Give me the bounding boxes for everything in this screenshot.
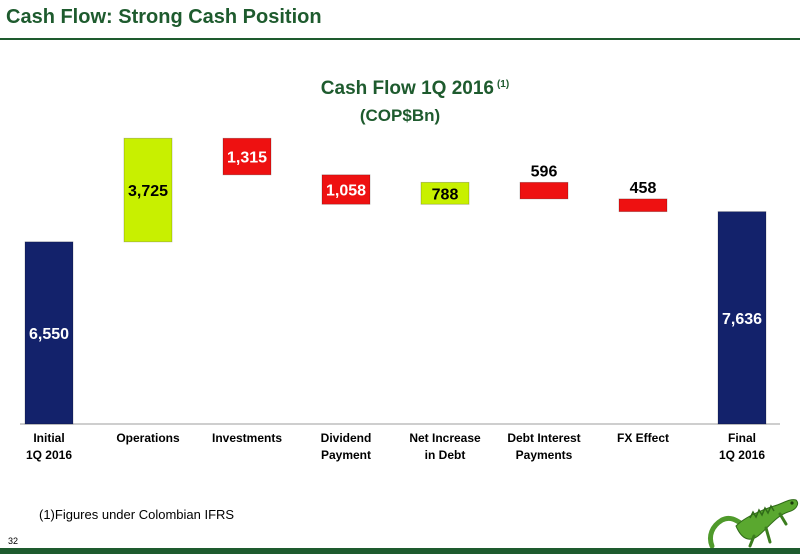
page-number: 32	[8, 536, 19, 546]
data-label-3: 1,058	[326, 183, 366, 200]
bottom-rule	[0, 548, 800, 554]
iguana-crest	[749, 504, 775, 519]
category-label-3-0: Dividend	[321, 431, 372, 445]
category-label-3-1: Payment	[321, 448, 371, 462]
bar-2	[222, 137, 272, 176]
iguana-logo	[707, 499, 799, 549]
chart-title: Cash Flow 1Q 2016 (1)	[0, 78, 800, 100]
data-label-4: 788	[432, 186, 459, 203]
category-label-7-1: 1Q 2016	[719, 448, 765, 462]
footnote: (1)Figures under Colombian IFRS	[39, 507, 235, 522]
category-label-0-1: 1Q 2016	[26, 448, 72, 462]
iguana-legs	[748, 512, 788, 548]
data-label-2: 1,315	[227, 150, 267, 167]
chart-title-note: (1)	[496, 78, 510, 90]
bar-3	[321, 174, 371, 205]
bar-5	[519, 181, 569, 200]
chart-subtitle: (COP$Bn)	[359, 106, 441, 125]
iguana-tail	[707, 515, 745, 549]
bar-0	[24, 241, 74, 425]
category-label-5-0: Debt Interest	[507, 431, 580, 445]
category-label-5-1: Payments	[516, 448, 573, 462]
bar-6	[618, 198, 668, 213]
data-label-5: 596	[531, 163, 558, 180]
slide-title: Cash Flow: Strong Cash Position	[6, 6, 322, 28]
category-label-0-0: Initial	[33, 431, 64, 445]
bar-7	[717, 211, 767, 425]
chart-title-text: Cash Flow 1Q 2016	[320, 78, 494, 99]
category-label-1-0: Operations	[116, 431, 180, 445]
category-label-4-0: Net Increase	[409, 431, 481, 445]
title-divider	[0, 38, 800, 40]
category-label-7-0: Final	[728, 431, 756, 445]
category-label-4-1: in Debt	[425, 448, 466, 462]
category-label-2-0: Investments	[212, 431, 282, 445]
waterfall-chart: 6,550 Initial 1Q 2016 3,725 Operations 1,315 I…	[20, 137, 780, 462]
bar-1	[123, 137, 173, 243]
data-label-0: 6,550	[29, 326, 69, 343]
data-label-6: 458	[630, 180, 657, 197]
bar-4	[420, 181, 470, 205]
data-label-7: 7,636	[722, 311, 762, 328]
iguana-eye	[790, 501, 794, 505]
category-label-6-0: FX Effect	[617, 431, 669, 445]
data-label-1: 3,725	[128, 183, 168, 200]
